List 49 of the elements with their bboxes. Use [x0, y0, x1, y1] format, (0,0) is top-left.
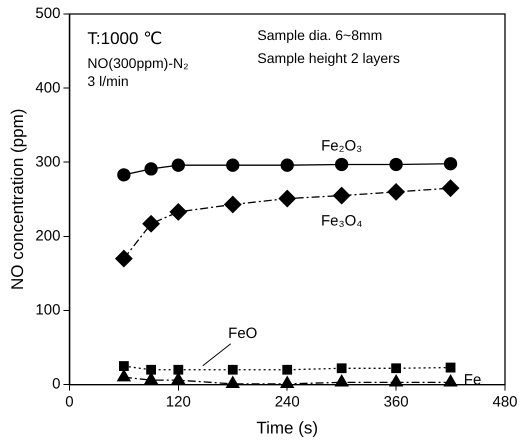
point	[446, 362, 456, 372]
point	[146, 364, 156, 375]
annotation: NO(300ppm)-N₂	[87, 55, 189, 71]
point	[117, 370, 131, 382]
point	[224, 196, 242, 214]
x-tick-label: 0	[65, 394, 74, 411]
x-axis-title: Time (s)	[256, 418, 318, 438]
point	[442, 180, 460, 197]
x-tick-label: 480	[492, 394, 518, 411]
point	[115, 250, 133, 268]
y-tick-label: 100	[35, 302, 60, 319]
annotation: 3 l/min	[87, 73, 129, 89]
y-tick-label: 400	[35, 79, 60, 96]
point	[280, 158, 294, 172]
point	[333, 186, 350, 204]
y-tick-label: 200	[35, 228, 60, 244]
point	[172, 158, 185, 172]
x-tick-label: 120	[166, 394, 191, 411]
point	[391, 363, 401, 374]
point	[226, 158, 240, 172]
point	[336, 363, 347, 374]
y-axis-title: NO concentration (ppm)	[8, 108, 27, 290]
point	[117, 168, 131, 182]
point	[172, 372, 186, 384]
point	[444, 157, 458, 170]
point	[387, 183, 405, 201]
point	[228, 364, 238, 375]
x-tick-label: 360	[384, 394, 409, 411]
point	[144, 162, 158, 176]
point	[278, 190, 296, 208]
point	[282, 364, 292, 375]
series-label: FeO	[228, 324, 258, 342]
point	[118, 361, 129, 371]
y-tick-label: 0	[52, 376, 60, 393]
series-label: Fe₃O₄	[320, 212, 362, 230]
x-tick-label: 240	[274, 394, 300, 411]
point	[173, 364, 184, 375]
point	[142, 215, 160, 232]
point	[389, 158, 403, 172]
annotation: Sample dia. 6~8mm	[257, 27, 382, 43]
annotation: T:1000 ℃	[87, 29, 162, 48]
annotation: Sample height 2 layers	[257, 50, 400, 66]
point	[335, 158, 348, 172]
y-tick-label: 300	[35, 153, 60, 170]
series-label: Fe₂O₃	[321, 137, 362, 154]
series-label: Fe	[464, 371, 482, 388]
point	[170, 203, 187, 221]
y-tick-label: 500	[35, 5, 60, 22]
point	[144, 372, 158, 384]
